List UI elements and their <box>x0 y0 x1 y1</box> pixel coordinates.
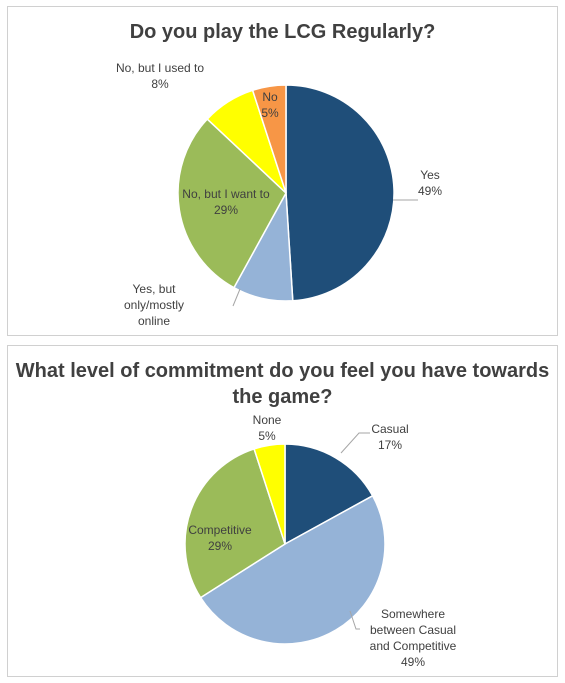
pie-chart-2: Casual 17% Somewhere between Casual and Comp… <box>184 413 457 669</box>
chart-title: What level of commitment do you feel you… <box>15 360 550 408</box>
leader-line <box>232 288 241 307</box>
pie-slice <box>285 84 395 302</box>
data-label: No, but I used to 8% <box>116 61 204 91</box>
pie-slice <box>199 494 386 645</box>
leader-line <box>349 610 360 630</box>
chart-title: Do you play the LCG Regularly? <box>129 21 436 43</box>
data-label: Yes, but only/mostly online <box>124 282 184 328</box>
data-label: Competitive 29% <box>188 523 252 553</box>
data-label: None 5% <box>253 413 282 443</box>
pie-slices <box>177 84 395 302</box>
data-label: Yes 49% <box>418 168 442 198</box>
chart-panel-2: What level of commitment do you feel you… <box>7 345 558 677</box>
pie-slice <box>184 447 286 599</box>
data-label: Somewhere between Casual and Competitive 49… <box>370 607 457 669</box>
pie-slice <box>253 443 286 545</box>
chart-panel-1: Do you play the LCG Regularly? Yes 49% Yes… <box>7 6 558 336</box>
data-label: Casual 17% <box>371 422 408 452</box>
pie-slices <box>184 443 386 645</box>
leader-line <box>340 432 370 454</box>
pie-slice <box>177 118 287 289</box>
pie-slice <box>251 84 287 194</box>
data-label: No, but I want to 29% <box>182 187 270 217</box>
data-label: No 5% <box>261 90 279 120</box>
pie-chart-1: Yes 49% Yes, but only/mostly online No, but I… <box>116 61 442 328</box>
pie-slice <box>284 443 374 546</box>
